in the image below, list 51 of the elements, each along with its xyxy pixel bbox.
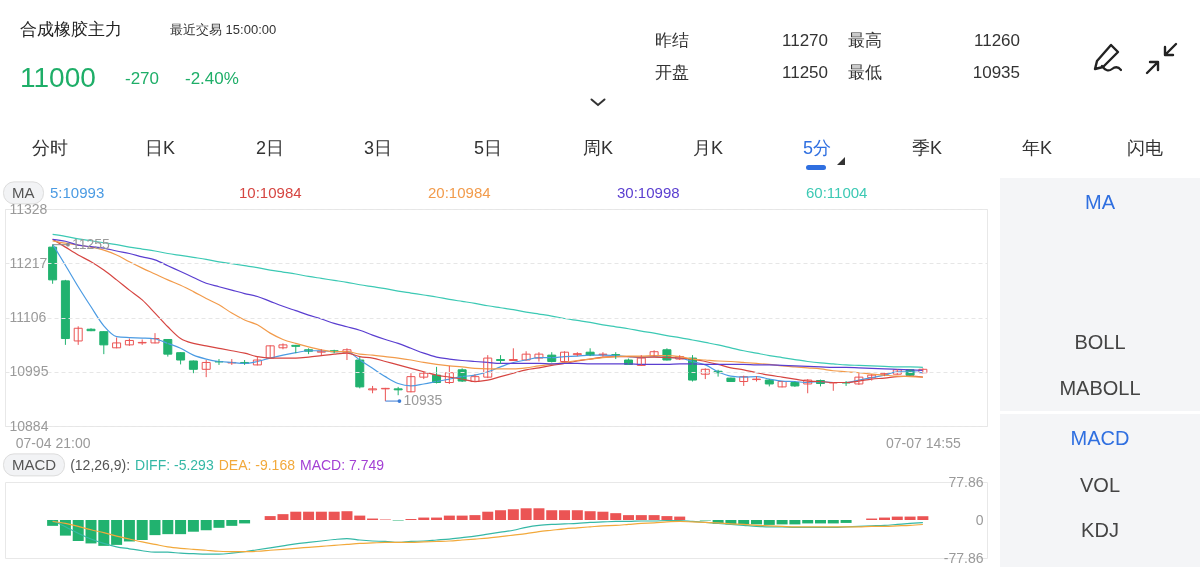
text: 20:10984 <box>428 184 491 202</box>
y-tick-label: 77.86 <box>948 473 984 490</box>
text: 分时 <box>32 137 68 159</box>
text: 5分 <box>802 137 832 159</box>
text: 11250 <box>781 63 828 83</box>
text: 30:10998 <box>617 184 680 202</box>
text: MACD: 7.749 <box>299 457 385 473</box>
y-tick-label: 0 <box>975 511 984 528</box>
text: BOLL <box>1074 330 1126 354</box>
x-tick-label: 07-04 21:00 <box>15 434 91 451</box>
text: MA <box>1085 190 1115 214</box>
y-tick-label: -77.86 <box>943 549 984 566</box>
text: 60:11004 <box>806 184 868 202</box>
text: 年K <box>1021 137 1053 159</box>
text: 10:10984 <box>239 184 302 202</box>
text: 昨结 <box>655 31 689 51</box>
text: MABOLL <box>1059 376 1141 400</box>
text: VOL <box>1079 473 1121 497</box>
text: 11000 <box>20 61 96 95</box>
legend-title: MA <box>3 181 44 205</box>
text: 5日 <box>473 137 503 159</box>
chart-title: 合成橡胶主力 <box>20 20 122 40</box>
x-tick-label: 07-07 14:55 <box>886 434 961 451</box>
text: 10935 <box>972 63 1020 83</box>
text: (12,26,9): <box>70 457 131 473</box>
y-tick-label: 10995 <box>9 363 49 380</box>
y-tick-label: 10884 <box>9 417 49 434</box>
text: 日K <box>144 137 176 159</box>
text: -270 <box>125 69 160 89</box>
text: 月K <box>692 137 724 159</box>
chart-subtitle: 最近交易 15:00:00 <box>170 21 277 38</box>
text: 最低 <box>848 63 882 83</box>
annotation: 10935 <box>403 392 443 409</box>
text: 周K <box>582 137 614 159</box>
text: DEA: -9.168 <box>218 457 295 473</box>
text: 11270 <box>781 31 828 51</box>
y-tick-label: 11106 <box>9 309 47 325</box>
text: 闪电 <box>1127 137 1163 159</box>
text: KDJ <box>1081 518 1119 542</box>
text: 2日 <box>255 137 285 159</box>
text: MACD <box>1070 426 1130 450</box>
text: -2.40% <box>185 69 239 89</box>
text: DIFF: -5.293 <box>135 457 214 473</box>
y-tick-label: 11217 <box>9 254 48 271</box>
text: 开盘 <box>655 63 689 83</box>
text: 最高 <box>848 31 882 51</box>
legend-title: MACD <box>3 453 66 477</box>
text: 5:10993 <box>50 184 105 202</box>
text: 季K <box>911 137 943 159</box>
text: 11260 <box>973 31 1020 51</box>
text: 3日 <box>363 137 393 159</box>
